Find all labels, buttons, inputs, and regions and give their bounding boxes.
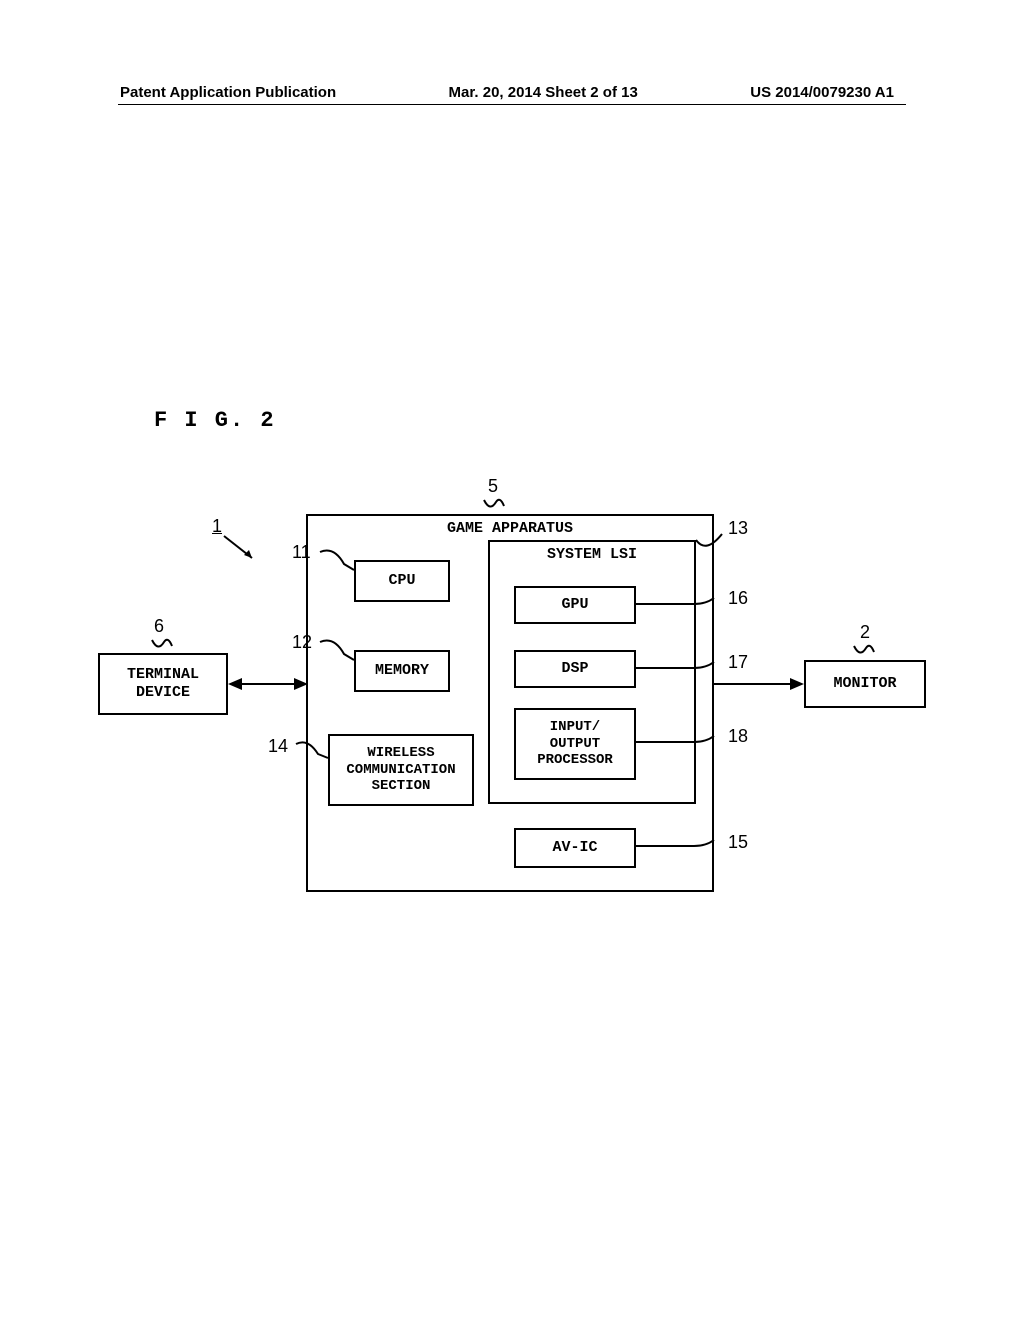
terminal-device-box: TERMINAL DEVICE [98, 653, 228, 715]
memory-label: MEMORY [375, 662, 429, 680]
monitor-box: MONITOR [804, 660, 926, 708]
arrow-terminal-game [240, 683, 298, 685]
leader-12 [316, 638, 358, 664]
ref-15: 15 [728, 832, 748, 853]
iop-box: INPUT/ OUTPUT PROCESSOR [514, 708, 636, 780]
dsp-label: DSP [561, 660, 588, 678]
squig-5 [482, 498, 506, 512]
monitor-label: MONITOR [833, 675, 896, 693]
cpu-box: CPU [354, 560, 450, 602]
ref-18: 18 [728, 726, 748, 747]
arrow-terminal-game-head-l [228, 678, 242, 690]
ref-11: 11 [292, 542, 311, 563]
leader-11 [316, 548, 358, 574]
ref-14: 14 [268, 736, 288, 757]
avic-box: AV-IC [514, 828, 636, 868]
diagram: GAME APPARATUS 5 SYSTEM LSI 13 CPU 11 ME… [92, 488, 932, 908]
header-right: US 2014/0079230 A1 [750, 84, 894, 101]
memory-box: MEMORY [354, 650, 450, 692]
iop-label: INPUT/ OUTPUT PROCESSOR [537, 719, 613, 769]
ref-13: 13 [728, 518, 748, 539]
gpu-label: GPU [561, 596, 588, 614]
arrow-game-monitor [714, 683, 794, 685]
ref-6: 6 [154, 616, 164, 637]
header-rule [118, 104, 906, 105]
system-lsi-label: SYSTEM LSI [547, 546, 637, 564]
ref-16: 16 [728, 588, 748, 609]
leader-17 [636, 660, 726, 678]
terminal-device-label: TERMINAL DEVICE [127, 666, 199, 702]
ref-2: 2 [860, 622, 870, 643]
game-apparatus-label: GAME APPARATUS [447, 520, 573, 538]
wireless-label: WIRELESS COMMUNICATION SECTION [346, 745, 455, 795]
arrow-terminal-game-head-r [294, 678, 308, 690]
leader-16 [636, 596, 726, 614]
ref-5: 5 [488, 476, 498, 497]
wireless-box: WIRELESS COMMUNICATION SECTION [328, 734, 474, 806]
dsp-box: DSP [514, 650, 636, 688]
ref-12: 12 [292, 632, 312, 653]
avic-label: AV-IC [552, 839, 597, 857]
header-left: Patent Application Publication [120, 84, 336, 101]
cpu-label: CPU [388, 572, 415, 590]
figure-label: F I G. 2 [154, 408, 276, 433]
ref-17: 17 [728, 652, 748, 673]
gpu-box: GPU [514, 586, 636, 624]
leader-14 [292, 740, 332, 764]
header-center: Mar. 20, 2014 Sheet 2 of 13 [449, 84, 638, 101]
leader-15 [636, 838, 726, 856]
ref-1: 1 [212, 516, 222, 537]
squig-6 [150, 638, 174, 652]
squig-2 [852, 644, 876, 658]
leader-1 [222, 534, 262, 564]
arrow-game-monitor-head [790, 678, 804, 690]
leader-18 [636, 734, 726, 752]
